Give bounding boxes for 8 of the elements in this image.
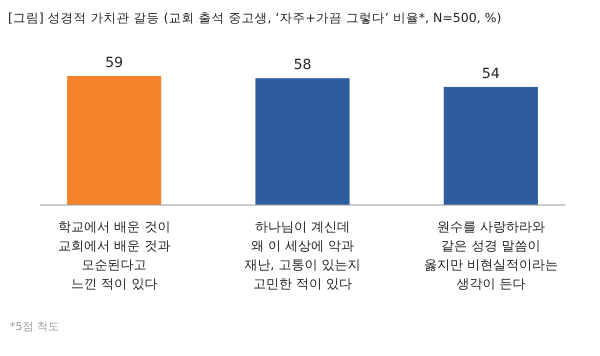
data-label: 58 [294,57,312,74]
x-tick-label: 하나님이 계신데 왜 이 세상에 악과 재난, 고통이 있는지 고민한 적이 있다 [244,220,361,292]
text: *5점 척도 [10,320,59,333]
data-label: 59 [105,55,124,71]
x-tick-label: 학교에서 배운 것이 교회에서 배운 것과 모순된다고 느낀 적이 있다 [58,220,170,292]
data-label: 54 [482,66,500,82]
chart-title: [그림] 성경적 가치관 갈등 (교회 출석 중고생, ‘자주+가끔 그렇다’ 비율*, N=500, %) [8,10,502,25]
x-tick-label: 원수를 사랑하라와 같은 성경 말씀이 옳지만 비현실적이라는 생각이 든다 [424,220,558,292]
